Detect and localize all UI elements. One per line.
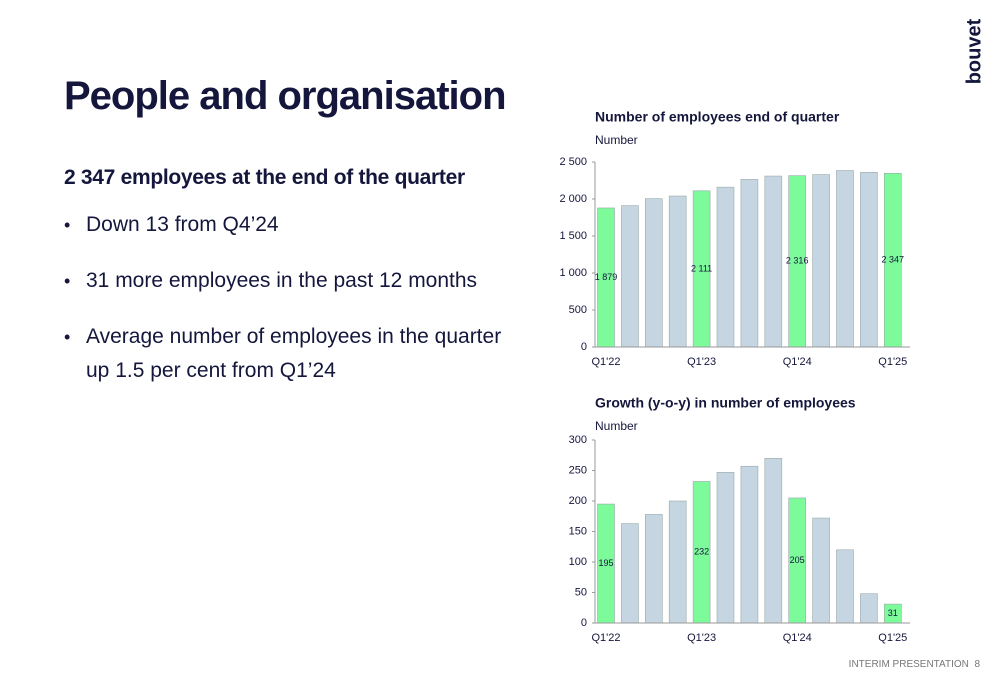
y-tick-label: 50 (575, 586, 587, 598)
value-label: 2 111 (691, 263, 712, 273)
y-tick-label: 150 (569, 525, 587, 537)
bar (644, 514, 663, 624)
y-tick-label: 1 500 (559, 230, 587, 242)
bar (644, 198, 663, 348)
bar (860, 593, 878, 624)
axis-unit: Number (595, 133, 638, 147)
bullet: Down 13 from Q4’24 (64, 208, 504, 242)
bullet: 31 more employees in the past 12 months (64, 264, 504, 298)
bullet-list: Down 13 from Q4’24 31 more employees in … (64, 208, 504, 410)
page-number: 8 (974, 659, 980, 670)
x-tick-label: Q1'22 (591, 632, 620, 644)
x-tick-label: Q1'24 (783, 632, 812, 644)
y-tick-label: 500 (569, 304, 587, 316)
bar (668, 195, 687, 348)
bar (764, 457, 783, 624)
y-tick-label: 250 (569, 464, 587, 476)
x-tick-label: Q1'23 (687, 632, 716, 644)
value-label: 205 (790, 555, 805, 565)
x-tick-label: Q1'22 (591, 356, 620, 368)
y-tick-label: 0 (581, 617, 587, 629)
bar (621, 523, 639, 624)
value-label: 2 316 (786, 256, 809, 266)
y-tick-label: 2 500 (559, 156, 587, 168)
chart-title: Growth (y-o-y) in number of employees (595, 395, 856, 411)
bar (836, 549, 854, 624)
y-tick-label: 200 (569, 495, 587, 507)
footer: INTERIM PRESENTATION 8 (849, 659, 980, 670)
bar (621, 205, 639, 348)
value-label: 232 (694, 547, 709, 557)
axis-unit: Number (595, 419, 638, 433)
chart-title: Number of employees end of quarter (595, 109, 840, 125)
bullet: Average number of employees in the quart… (64, 320, 504, 388)
heading: 2 347 employees at the end of the quarte… (64, 166, 465, 189)
y-tick-label: 1 000 (559, 267, 587, 279)
x-tick-label: Q1'25 (878, 632, 907, 644)
x-tick-label: Q1'25 (878, 356, 907, 368)
value-label: 1 879 (595, 272, 618, 282)
bar (740, 465, 759, 624)
slide-title: People and organisation (64, 74, 507, 118)
value-label: 2 347 (882, 255, 905, 265)
bar (668, 500, 687, 624)
bar (716, 186, 735, 348)
value-label: 195 (598, 558, 613, 568)
bar (812, 174, 830, 348)
y-tick-label: 0 (581, 341, 587, 353)
bar (764, 175, 783, 348)
y-tick-label: 2 000 (559, 193, 587, 205)
y-tick-label: 300 (569, 434, 587, 446)
footer-label: INTERIM PRESENTATION (848, 659, 969, 670)
bar (836, 170, 854, 348)
bar (860, 172, 878, 348)
value-label: 31 (888, 608, 898, 618)
y-tick-label: 100 (569, 556, 587, 568)
x-tick-label: Q1'23 (687, 356, 716, 368)
bar (716, 472, 735, 624)
x-tick-label: Q1'24 (783, 356, 812, 368)
bar (812, 517, 830, 624)
bar (740, 179, 759, 348)
